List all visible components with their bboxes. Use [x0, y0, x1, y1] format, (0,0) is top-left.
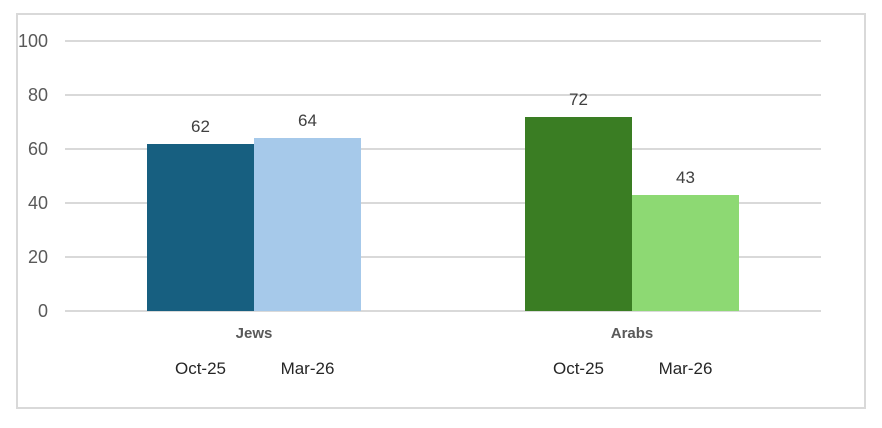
- series-label-jews-mar-26: Mar-26: [280, 359, 335, 378]
- bar-value-label-jews-mar-26: 64: [298, 111, 317, 131]
- series-label-arabs-oct-25: Oct-25: [552, 359, 605, 378]
- gridline-y-60: [65, 148, 821, 150]
- category-axis-group-labels: Jews Arabs: [18, 324, 864, 344]
- series-label-arabs-mar-26: Mar-26: [658, 359, 713, 378]
- bar-arabs-oct-25: [525, 116, 632, 311]
- bar-value-label-arabs-mar-26: 43: [676, 167, 695, 187]
- y-tick-label-60: 60: [27, 139, 48, 159]
- gridline-y-20: [65, 256, 821, 258]
- bar-jews-oct-25: [147, 143, 254, 311]
- y-tick-label-80: 80: [27, 85, 48, 105]
- bar-value-label-jews-oct-25: 62: [191, 116, 210, 136]
- category-axis-series-labels: Oct-25 Mar-26 Oct-25 Mar-26: [18, 358, 864, 380]
- group-label-arabs: Arabs: [610, 325, 654, 342]
- y-tick-label-0: 0: [37, 301, 48, 321]
- bar-arabs-mar-26: [632, 194, 739, 311]
- bar-jews-mar-26: [254, 138, 361, 311]
- gridline-y-0: [65, 310, 821, 312]
- group-label-jews: Jews: [235, 325, 273, 342]
- y-tick-label-40: 40: [27, 193, 48, 213]
- y-axis: 0 20 40 60 80 100: [18, 15, 48, 407]
- gridline-y-40: [65, 202, 821, 204]
- gridline-y-100: [65, 40, 821, 42]
- y-tick-label-100: 100: [18, 31, 49, 51]
- plot-area: 62 64 72 43: [65, 40, 821, 312]
- y-tick-label-20: 20: [27, 247, 48, 267]
- chart-frame: 0 20 40 60 80 100 62 64 72 43 Jews Arabs Oct-25 Ma…: [16, 13, 866, 409]
- gridline-y-80: [65, 94, 821, 96]
- series-label-jews-oct-25: Oct-25: [174, 359, 227, 378]
- bar-value-label-arabs-oct-25: 72: [569, 89, 588, 109]
